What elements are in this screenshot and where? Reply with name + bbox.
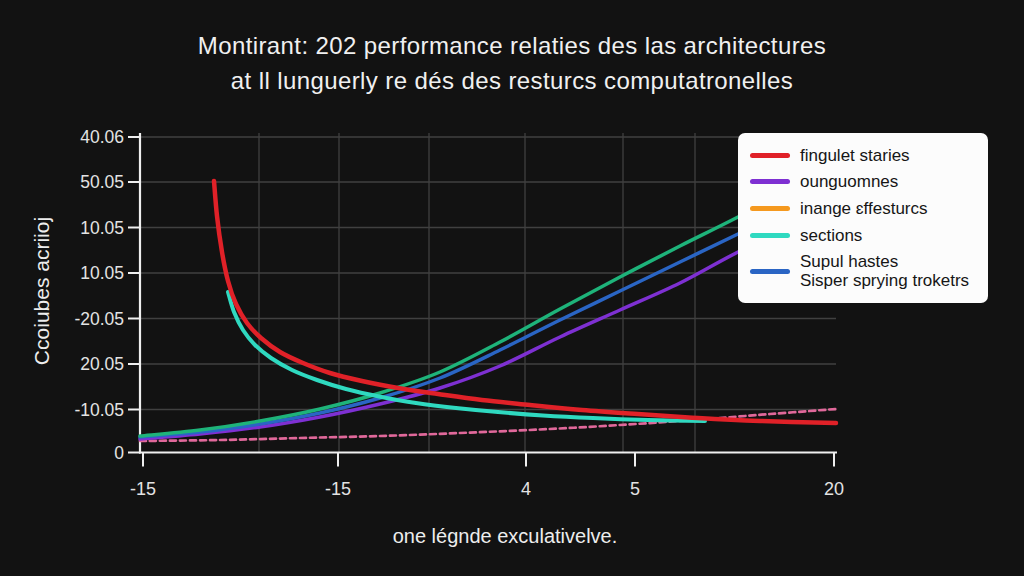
y-tick-label: 0 (114, 443, 124, 463)
y-tick-label: 50.05 (80, 172, 124, 192)
legend-swatch-4 (750, 269, 790, 274)
y-tick-label: 10.05 (80, 218, 124, 238)
x-tick-label: -15 (325, 479, 351, 499)
x-tick-label: 20 (824, 479, 844, 499)
y-tick-label: -20.05 (74, 309, 124, 329)
legend-label-1: ounguomnes (800, 172, 898, 191)
legend-label-4: Supul hastesSisper sprying troketrs (800, 252, 969, 290)
x-tick-label: -15 (130, 479, 156, 499)
chart-title-line2: at ll lunguerly re dés des resturcs comp… (0, 63, 1024, 98)
legend-item-3: sections (750, 226, 976, 245)
legend-label-0: fingulet staries (800, 146, 910, 165)
legend-label-2: inange ɛffesturcs (800, 199, 928, 218)
legend-item-4: Supul hastesSisper sprying troketrs (750, 252, 976, 290)
chart-title-line1: Montirant: 202 performance relaties des … (0, 28, 1024, 63)
legend-swatch-0 (750, 153, 790, 158)
y-axis-title: Ccoiubes acriioj (30, 196, 54, 386)
y-tick-label: 40.06 (80, 127, 124, 147)
legend-item-0: fingulet staries (750, 146, 976, 165)
x-tick-label: 5 (630, 479, 640, 499)
legend-swatch-3 (750, 233, 790, 238)
legend-item-1: ounguomnes (750, 172, 976, 191)
chart-figure: 40.06 50.05 10.05 10.05 -20.05 20.05 -10.05 0 -1… (0, 0, 1024, 576)
legend-swatch-2 (750, 206, 790, 211)
x-axis-title: one légnde exculativelve. (0, 525, 1010, 548)
legend-item-2: inange ɛffesturcs (750, 199, 976, 218)
chart-title: Montirant: 202 performance relaties des … (0, 28, 1024, 98)
x-tick-label: 4 (521, 479, 531, 499)
legend-swatch-1 (750, 179, 790, 184)
y-tick-label: -10.05 (74, 400, 124, 420)
legend: fingulet staries ounguomnes inange ɛffestu… (738, 133, 988, 303)
y-tick-label: 10.05 (80, 263, 124, 283)
plot-background (140, 133, 836, 453)
y-tick-label: 20.05 (80, 354, 124, 374)
legend-label-3: sections (800, 226, 862, 245)
